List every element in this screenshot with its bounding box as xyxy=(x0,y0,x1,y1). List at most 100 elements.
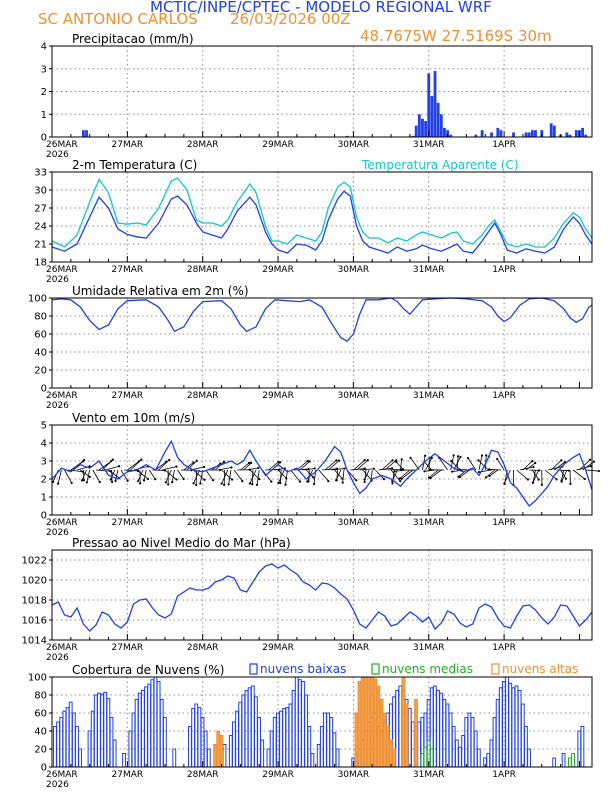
y-tick-label: 2 xyxy=(41,475,47,486)
x-tick-label: 31MAR xyxy=(413,265,445,275)
x-tick-label: 27MAR xyxy=(112,140,144,150)
wind-arrow-head xyxy=(171,480,174,484)
cloud-bar-blue xyxy=(410,721,415,768)
x-tick-label: 29MAR xyxy=(262,770,294,780)
wind-arrow-head xyxy=(560,459,563,462)
wind-arrow-head xyxy=(82,459,86,462)
cloud-bar-blue xyxy=(200,717,205,768)
y-tick-label: 21 xyxy=(34,240,47,251)
wind-arrow-head xyxy=(223,483,226,486)
cloud-bar-blue xyxy=(156,681,161,768)
wind-arrow-head xyxy=(400,477,403,480)
wind-arrow-head xyxy=(569,482,572,485)
cloud-bar-blue xyxy=(448,712,453,768)
precip-bar xyxy=(496,127,500,137)
wind-arrow-head xyxy=(114,479,117,482)
wind-arrow-head xyxy=(583,477,586,481)
cloud-bar-blue xyxy=(470,717,475,768)
wind-arrow xyxy=(356,459,369,471)
wind-arrow-head xyxy=(199,482,202,485)
wind-arrow-head xyxy=(423,470,426,473)
cloud-bar-blue xyxy=(291,690,296,768)
cloud-bar-blue xyxy=(188,726,192,768)
y-tick-label: 2 xyxy=(41,87,47,98)
wind-arrow-head xyxy=(241,480,244,483)
wind-arrow xyxy=(98,460,112,471)
cloud-bar-blue xyxy=(436,690,440,768)
x-tick-label: 28MAR xyxy=(187,518,219,528)
wind-arrow xyxy=(105,465,120,471)
wind-arrow-head xyxy=(391,482,394,485)
wind-arrow xyxy=(158,459,170,471)
cloud-bar-blue xyxy=(508,682,513,768)
precip-bar xyxy=(81,130,85,137)
header-coords: 48.7675W 27.5169S 30m xyxy=(360,27,552,45)
wind-arrow-head xyxy=(327,480,330,483)
cloud-bar-blue xyxy=(103,691,108,768)
wind-arrow xyxy=(233,469,243,482)
cloud-bar-blue xyxy=(228,735,233,768)
wind-arrow-head xyxy=(211,479,215,482)
wind-arrow xyxy=(285,469,288,485)
wind-arrow xyxy=(249,469,257,484)
wind-arrow xyxy=(430,469,442,479)
wind-arrow-head xyxy=(398,477,401,480)
cloud-bar-blue xyxy=(206,748,211,768)
precip-bar xyxy=(534,130,537,137)
wind-arrow-head xyxy=(312,482,316,485)
y-tick-label: 40 xyxy=(34,348,47,359)
cloud-bar-blue xyxy=(112,739,117,768)
wind-arrow-head xyxy=(393,470,396,473)
wind-arrow-head xyxy=(451,470,454,473)
wind-arrow-head xyxy=(480,454,484,457)
precip-bar xyxy=(490,132,493,137)
wind-arrow xyxy=(308,469,310,482)
cloud-bar-blue xyxy=(272,717,277,768)
x-tick-label: 30MAR xyxy=(338,140,370,150)
wind-arrow-head xyxy=(459,455,462,459)
wind-arrow-head xyxy=(526,478,530,481)
x-start-label: 26MAR xyxy=(46,391,78,401)
wind-arrow-head xyxy=(139,482,142,485)
series-line-blue xyxy=(51,439,593,507)
x-tick-label: 31MAR xyxy=(413,770,445,780)
wind-arrow xyxy=(115,469,119,481)
x-tick-label: 31MAR xyxy=(413,518,445,528)
wind-arrow-head xyxy=(335,459,338,462)
wind-arrow-head xyxy=(298,480,302,483)
wind-arrow-head xyxy=(312,476,315,479)
cloud-legend-swatch xyxy=(249,663,258,675)
x-tick-label: 31MAR xyxy=(413,391,445,401)
cloud-bar-blue xyxy=(467,712,472,768)
wind-arrow xyxy=(299,461,310,471)
wind-arrow xyxy=(544,469,557,480)
cloud-bar-blue xyxy=(432,685,437,768)
precip-bar xyxy=(527,132,531,137)
cloud-bar-blue xyxy=(332,732,337,768)
cloud-bar-green xyxy=(420,753,425,768)
wind-arrow xyxy=(164,469,177,480)
precip-bar xyxy=(427,73,431,137)
wind-arrow-head xyxy=(313,467,316,470)
wind-arrow-head xyxy=(142,479,146,482)
y-tick-label: 1022 xyxy=(22,556,47,567)
wind-arrow-head xyxy=(227,483,230,486)
wind-arrow xyxy=(240,462,250,471)
wind-arrow-head xyxy=(111,458,114,461)
wind-arrow-head xyxy=(220,482,223,485)
cloud-bar-blue xyxy=(307,726,312,768)
x-tick-label: 1APR xyxy=(492,518,516,528)
y-tick-label: 33 xyxy=(34,168,47,179)
wind-arrow-head xyxy=(400,468,403,472)
cloud-bar-blue xyxy=(476,748,481,768)
x-tick-label: 27MAR xyxy=(112,518,144,528)
cloud-bar-orange xyxy=(404,703,409,768)
wind-arrow xyxy=(331,468,345,471)
cloud-bar-blue xyxy=(304,694,309,768)
wind-arrow xyxy=(57,469,62,484)
wind-arrow-head xyxy=(88,465,91,468)
y-tick-label: 60 xyxy=(34,330,47,341)
wind-arrow-head xyxy=(118,465,121,468)
y-tick-label: 20 xyxy=(34,366,47,377)
